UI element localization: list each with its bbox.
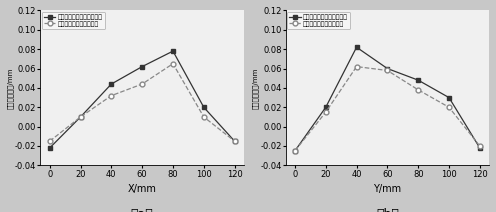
X-axis label: Y/mm: Y/mm xyxy=(373,184,401,194)
Y-axis label: 轮廓法向误差/mm: 轮廓法向误差/mm xyxy=(7,67,13,109)
Text: （a）: （a） xyxy=(131,208,154,212)
X-axis label: X/mm: X/mm xyxy=(128,184,157,194)
Legend: 未进行优化的轮廓法向误差, 进行优化的轮廓法向误差: 未进行优化的轮廓法向误差, 进行优化的轮廓法向误差 xyxy=(42,12,105,29)
Legend: 未进行优化的轮廓法向误差, 进行优化的轮廓法向误差: 未进行优化的轮廓法向误差, 进行优化的轮廓法向误差 xyxy=(287,12,350,29)
Y-axis label: 轮廓法向误差/mm: 轮廓法向误差/mm xyxy=(252,67,259,109)
Text: （b）: （b） xyxy=(376,208,399,212)
